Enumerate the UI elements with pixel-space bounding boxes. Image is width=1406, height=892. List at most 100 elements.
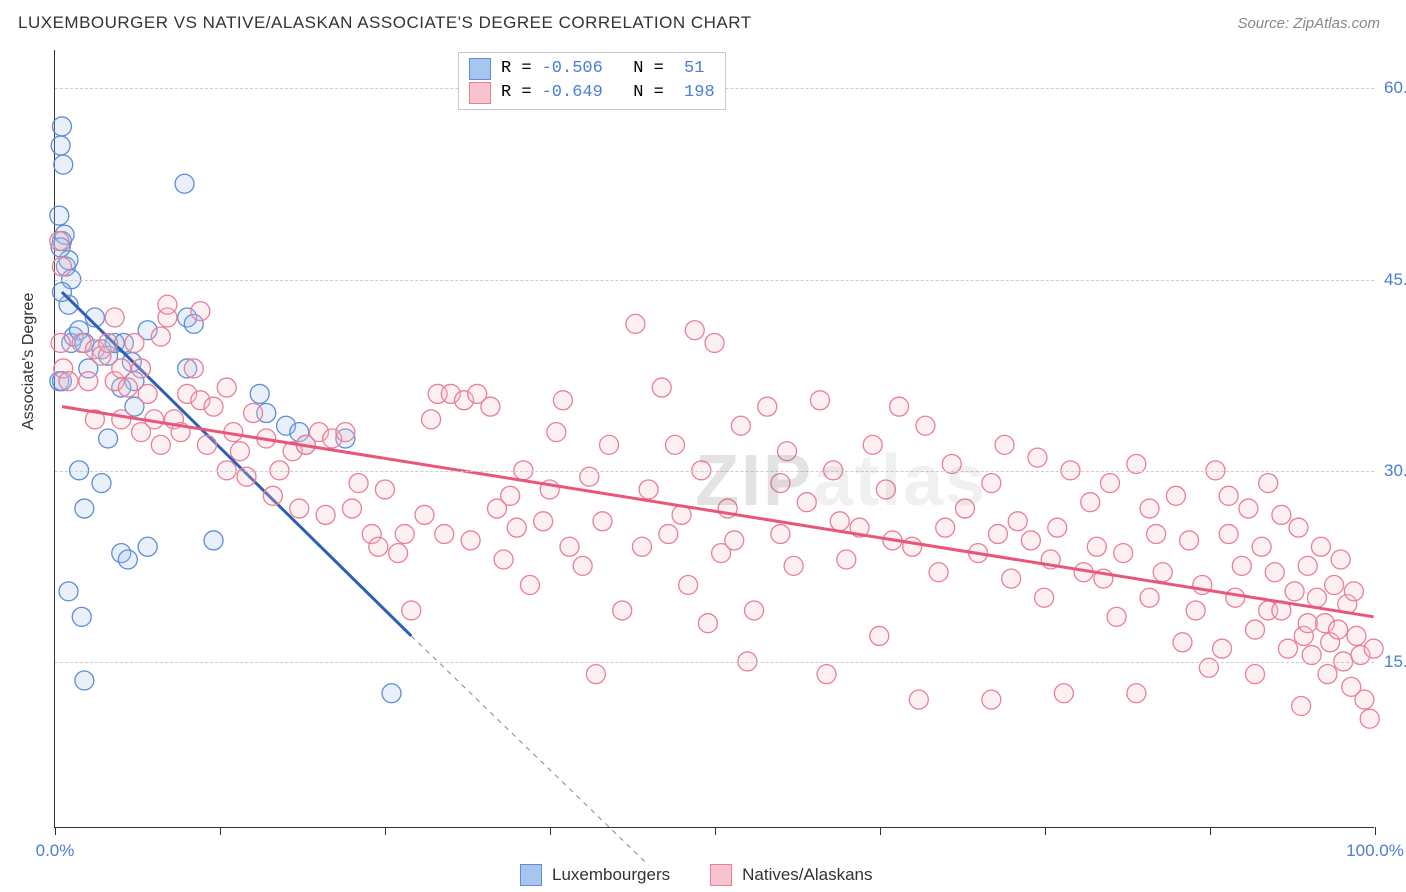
natives_alaskans-point <box>982 690 1001 709</box>
natives_alaskans-point <box>1298 556 1317 575</box>
natives_alaskans-point <box>758 397 777 416</box>
stats-legend-box: R =-0.506 N = 51R =-0.649 N = 198 <box>458 52 726 110</box>
natives_alaskans-point <box>1140 499 1159 518</box>
natives_alaskans-point <box>1002 569 1021 588</box>
stat-label-r: R = <box>501 81 532 105</box>
luxembourgers-point <box>72 607 91 626</box>
natives_alaskans-point <box>263 486 282 505</box>
stat-label-n: N = <box>613 81 664 105</box>
natives_alaskans-point <box>1153 563 1172 582</box>
legend-label: Luxembourgers <box>552 865 670 885</box>
natives_alaskans-point <box>560 537 579 556</box>
natives_alaskans-point <box>633 537 652 556</box>
x-tick <box>1375 827 1376 835</box>
natives_alaskans-point <box>909 690 928 709</box>
natives_alaskans-point <box>520 575 539 594</box>
luxembourgers-point <box>250 384 269 403</box>
legend-swatch <box>469 82 491 104</box>
stat-n-value: 51 <box>674 57 705 81</box>
x-tick <box>1045 827 1046 835</box>
stat-r-value: -0.506 <box>542 57 603 81</box>
stat-r-value: -0.649 <box>542 81 603 105</box>
natives_alaskans-point <box>573 556 592 575</box>
natives_alaskans-point <box>132 359 151 378</box>
natives_alaskans-point <box>685 321 704 340</box>
natives_alaskans-point <box>1166 486 1185 505</box>
natives_alaskans-point <box>731 416 750 435</box>
natives_alaskans-point <box>1318 665 1337 684</box>
x-tick <box>55 827 56 835</box>
natives_alaskans-point <box>342 499 361 518</box>
natives_alaskans-point <box>59 372 78 391</box>
natives_alaskans-point <box>435 525 454 544</box>
natives_alaskans-point <box>698 614 717 633</box>
scatter-svg <box>55 50 1374 827</box>
natives_alaskans-point <box>1107 607 1126 626</box>
natives_alaskans-point <box>1289 518 1308 537</box>
natives_alaskans-point <box>547 423 566 442</box>
luxembourgers-point <box>52 117 71 136</box>
legend-swatch <box>520 864 542 886</box>
luxembourgers-point <box>204 531 223 550</box>
y-tick-label: 30.0% <box>1378 461 1406 481</box>
legend-swatch <box>710 864 732 886</box>
natives_alaskans-point <box>290 499 309 518</box>
natives_alaskans-point <box>1344 582 1363 601</box>
natives_alaskans-point <box>244 404 263 423</box>
chart-header: LUXEMBOURGER VS NATIVE/ALASKAN ASSOCIATE… <box>0 0 1406 46</box>
chart-plot-area: ZIPatlas 15.0%30.0%45.0%60.0%0.0%100.0% <box>54 50 1374 828</box>
natives_alaskans-point <box>1219 486 1238 505</box>
natives_alaskans-point <box>402 601 421 620</box>
natives_alaskans-point <box>534 512 553 531</box>
natives_alaskans-point <box>1021 531 1040 550</box>
natives_alaskans-point <box>1325 575 1344 594</box>
natives_alaskans-point <box>1272 505 1291 524</box>
natives_alaskans-point <box>461 531 480 550</box>
natives_alaskans-point <box>1311 537 1330 556</box>
natives_alaskans-point <box>771 525 790 544</box>
x-tick <box>220 827 221 835</box>
natives_alaskans-point <box>725 531 744 550</box>
natives_alaskans-point <box>151 327 170 346</box>
luxembourgers-point <box>118 550 137 569</box>
watermark: ZIPatlas <box>695 440 987 522</box>
stats-row-natives_alaskans: R =-0.649 N = 198 <box>469 81 715 105</box>
luxembourgers-point <box>51 136 70 155</box>
x-tick <box>385 827 386 835</box>
natives_alaskans-point <box>1259 474 1278 493</box>
natives_alaskans-point <box>626 314 645 333</box>
x-tick-label: 100.0% <box>1346 841 1404 861</box>
natives_alaskans-point <box>837 550 856 569</box>
natives_alaskans-point <box>375 480 394 499</box>
natives_alaskans-point <box>1347 626 1366 645</box>
natives_alaskans-point <box>817 665 836 684</box>
x-tick <box>880 827 881 835</box>
luxembourgers-point <box>382 684 401 703</box>
natives_alaskans-point <box>494 550 513 569</box>
natives_alaskans-point <box>336 423 355 442</box>
y-tick-label: 15.0% <box>1378 652 1406 672</box>
natives_alaskans-point <box>1265 563 1284 582</box>
watermark-zip: ZIP <box>695 441 813 521</box>
natives_alaskans-point <box>665 435 684 454</box>
legend-item: Natives/Alaskans <box>710 864 872 886</box>
natives_alaskans-point <box>349 474 368 493</box>
natives_alaskans-point <box>639 480 658 499</box>
natives_alaskans-point <box>1114 544 1133 563</box>
natives_alaskans-point <box>1298 614 1317 633</box>
natives_alaskans-point <box>784 556 803 575</box>
natives_alaskans-point <box>217 378 236 397</box>
legend-label: Natives/Alaskans <box>742 865 872 885</box>
natives_alaskans-point <box>1035 588 1054 607</box>
natives_alaskans-point <box>1292 697 1311 716</box>
natives_alaskans-point <box>184 359 203 378</box>
natives_alaskans-point <box>1246 665 1265 684</box>
y-tick-label: 60.0% <box>1378 78 1406 98</box>
luxembourgers-point <box>138 537 157 556</box>
watermark-atlas: atlas <box>813 441 987 521</box>
natives_alaskans-point <box>481 397 500 416</box>
natives_alaskans-point <box>1140 588 1159 607</box>
natives_alaskans-point <box>138 384 157 403</box>
natives_alaskans-point <box>1355 690 1374 709</box>
luxembourgers-point <box>99 429 118 448</box>
